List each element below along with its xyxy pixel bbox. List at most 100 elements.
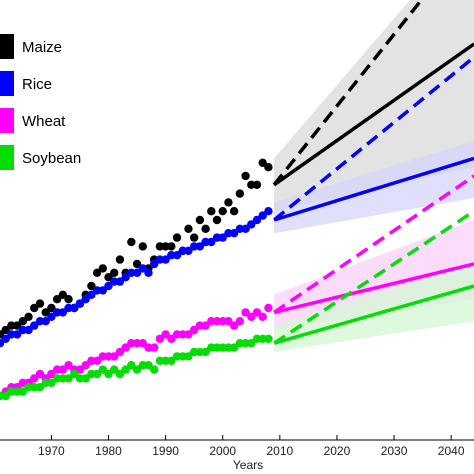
rice-data-point bbox=[161, 255, 170, 264]
legend-label-soybean: Soybean bbox=[22, 150, 81, 167]
soybean-data-point bbox=[98, 365, 107, 374]
x-tick-label: 2030 bbox=[381, 444, 408, 458]
maize-data-point bbox=[167, 242, 176, 251]
wheat-data-point bbox=[252, 308, 262, 317]
rice-data-point bbox=[58, 308, 68, 317]
maize-data-point bbox=[212, 215, 222, 225]
legend-swatch-wheat bbox=[0, 108, 14, 133]
rice-data-point bbox=[149, 259, 159, 269]
soybean-data-point bbox=[81, 374, 90, 383]
projection-lines bbox=[272, 0, 474, 345]
soybean-data-point bbox=[132, 365, 142, 374]
soybean-data-point bbox=[247, 339, 256, 348]
wheat-data-point bbox=[64, 361, 73, 370]
rice-data-point bbox=[1, 334, 10, 343]
wheat-projection-dashed-line bbox=[273, 174, 474, 314]
maize-data-point bbox=[12, 321, 22, 330]
wheat-data-point bbox=[258, 312, 267, 321]
maize-data-point bbox=[104, 273, 113, 282]
rice-data-point bbox=[121, 273, 130, 282]
soybean-data-point bbox=[229, 343, 239, 352]
wheat-data-point bbox=[189, 325, 199, 335]
maize-data-point bbox=[127, 237, 136, 247]
maize-data-point bbox=[258, 158, 267, 167]
maize-data-point bbox=[41, 308, 50, 317]
maize-data-point bbox=[172, 233, 182, 242]
soybean-data-point bbox=[264, 334, 273, 343]
observed-points bbox=[0, 158, 273, 401]
maize-data-point bbox=[189, 233, 199, 242]
rice-data-point bbox=[70, 303, 79, 313]
soybean-data-point bbox=[127, 361, 136, 370]
rice-data-point bbox=[241, 224, 250, 233]
rice-data-point bbox=[172, 251, 182, 260]
wheat-data-point bbox=[229, 321, 239, 330]
rice-data-point bbox=[24, 325, 33, 335]
rice-data-point bbox=[98, 286, 107, 295]
maize-data-point bbox=[110, 268, 119, 277]
x-tick-label: 2000 bbox=[209, 444, 236, 458]
soybean-data-point bbox=[167, 356, 176, 365]
rice-data-point bbox=[247, 220, 256, 229]
maize-data-point bbox=[241, 171, 250, 181]
wheat-data-point bbox=[201, 321, 210, 330]
rice-projection-solid-line bbox=[273, 156, 474, 222]
legend-label-rice: Rice bbox=[22, 76, 52, 93]
soybean-data-point bbox=[201, 347, 210, 357]
soybean-projection-solid-line bbox=[273, 284, 474, 345]
soybean-data-point bbox=[47, 378, 56, 387]
wheat-data-point bbox=[241, 308, 250, 317]
soybean-data-point bbox=[104, 369, 113, 379]
maize-data-point bbox=[264, 163, 273, 172]
maize-data-point bbox=[207, 207, 216, 216]
maize-data-point bbox=[30, 303, 39, 313]
soybean-data-point bbox=[92, 369, 102, 379]
soybean-data-point bbox=[144, 361, 153, 370]
wheat-data-point bbox=[30, 374, 39, 383]
rice-data-point bbox=[81, 295, 90, 304]
rice-data-point bbox=[104, 281, 113, 291]
x-axis-label: Years bbox=[233, 458, 263, 472]
soybean-data-point bbox=[70, 369, 79, 379]
maize-data-point bbox=[18, 317, 28, 326]
wheat-data-point bbox=[247, 312, 256, 321]
soybean-data-point bbox=[18, 387, 28, 396]
maize-data-point bbox=[58, 290, 68, 299]
wheat-data-point bbox=[35, 369, 45, 379]
rice-data-point bbox=[207, 237, 216, 247]
rice-data-point bbox=[229, 229, 239, 238]
rice-data-point bbox=[144, 268, 153, 277]
rice-projection-dashed-line bbox=[273, 55, 474, 222]
maize-data-point bbox=[64, 295, 73, 304]
maize-data-point bbox=[115, 255, 125, 264]
maize-data-point bbox=[98, 264, 107, 273]
wheat-data-point bbox=[224, 317, 233, 326]
x-tick-label: 2010 bbox=[266, 444, 293, 458]
rice-data-point bbox=[258, 211, 267, 220]
maize-data-point bbox=[252, 180, 262, 189]
wheat-data-point bbox=[264, 303, 273, 313]
soybean-data-point bbox=[115, 369, 125, 379]
maize-data-point bbox=[201, 224, 210, 233]
x-tick-label: 2020 bbox=[324, 444, 351, 458]
wheat-data-point bbox=[155, 334, 165, 343]
rice-data-point bbox=[138, 264, 147, 273]
maize-projection-dashed-line bbox=[272, 0, 424, 186]
wheat-data-point bbox=[167, 334, 176, 343]
rice-data-point bbox=[41, 317, 50, 326]
wheat-data-point bbox=[149, 343, 159, 352]
rice-uncertainty-band bbox=[274, 140, 474, 234]
rice-data-point bbox=[252, 215, 262, 225]
maize-data-point bbox=[224, 198, 233, 207]
rice-data-point bbox=[132, 268, 142, 277]
soybean-data-point bbox=[184, 352, 193, 361]
rice-data-point bbox=[30, 321, 39, 330]
maize-data-point bbox=[35, 299, 45, 308]
uncertainty-bands bbox=[274, 0, 474, 352]
legend: Maize Rice Wheat Soybean bbox=[0, 34, 81, 170]
rice-data-point bbox=[47, 312, 56, 321]
maize-data-point bbox=[184, 224, 193, 233]
maize-data-point bbox=[218, 207, 227, 216]
x-tick-label: 1970 bbox=[38, 444, 65, 458]
